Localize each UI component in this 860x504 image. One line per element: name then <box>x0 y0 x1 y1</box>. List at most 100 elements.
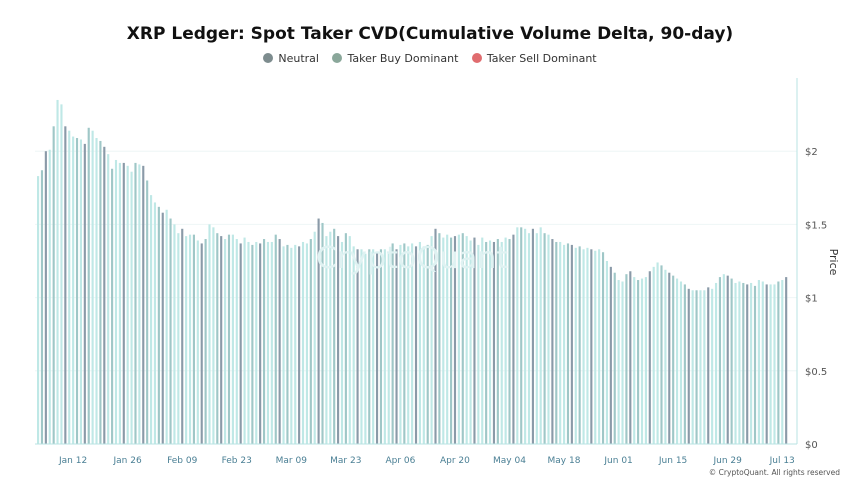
bar[interactable] <box>251 244 254 444</box>
bar[interactable] <box>157 206 160 444</box>
bar[interactable] <box>590 249 593 444</box>
bar[interactable] <box>185 236 188 444</box>
bar[interactable] <box>785 277 788 444</box>
bar[interactable] <box>699 290 702 444</box>
bar[interactable] <box>422 246 425 444</box>
bar[interactable] <box>473 237 476 444</box>
bar[interactable] <box>138 164 141 444</box>
bar[interactable] <box>278 239 281 444</box>
bar[interactable] <box>391 243 394 444</box>
bar[interactable] <box>83 143 86 444</box>
bar[interactable] <box>387 253 390 444</box>
bar[interactable] <box>294 244 297 444</box>
bar[interactable] <box>660 265 663 444</box>
bar[interactable] <box>687 288 690 444</box>
bar[interactable] <box>79 139 82 445</box>
bar[interactable] <box>438 233 441 444</box>
bar[interactable] <box>765 284 768 444</box>
bar[interactable] <box>173 224 176 444</box>
bar[interactable] <box>508 239 511 444</box>
bar[interactable] <box>403 243 406 444</box>
bar[interactable] <box>586 247 589 444</box>
bar[interactable] <box>40 170 44 445</box>
bar[interactable] <box>37 176 40 444</box>
legend-item-taker-sell-dominant[interactable]: Taker Sell Dominant <box>471 52 597 65</box>
bar[interactable] <box>679 281 683 445</box>
bar[interactable] <box>757 280 760 444</box>
bar[interactable] <box>313 231 316 444</box>
bar[interactable] <box>637 280 640 444</box>
bar[interactable] <box>87 127 90 444</box>
bar[interactable] <box>617 280 620 444</box>
bar[interactable] <box>309 239 312 444</box>
bar[interactable] <box>122 162 125 444</box>
bar[interactable] <box>672 275 675 444</box>
bar[interactable] <box>364 253 367 444</box>
bar[interactable] <box>434 228 437 444</box>
bar[interactable] <box>146 180 149 445</box>
bar[interactable] <box>99 140 102 444</box>
bar[interactable] <box>469 240 472 445</box>
bar[interactable] <box>730 278 733 444</box>
bar[interactable] <box>44 151 47 444</box>
bar[interactable] <box>239 243 242 444</box>
bar[interactable] <box>372 249 375 444</box>
bar[interactable] <box>551 239 554 444</box>
bar[interactable] <box>262 239 266 444</box>
bar[interactable] <box>652 266 655 444</box>
bar[interactable] <box>52 126 55 444</box>
bar[interactable] <box>664 269 667 444</box>
bar[interactable] <box>644 277 647 444</box>
bar[interactable] <box>477 244 480 444</box>
bar[interactable] <box>411 243 414 444</box>
bar[interactable] <box>539 227 542 444</box>
bar[interactable] <box>453 236 457 444</box>
bar[interactable] <box>130 171 133 444</box>
bar[interactable] <box>707 287 710 444</box>
bar[interactable] <box>305 243 308 444</box>
bar[interactable] <box>91 130 94 444</box>
bar[interactable] <box>286 244 289 444</box>
bar[interactable] <box>559 241 562 444</box>
bar[interactable] <box>321 222 324 444</box>
bar[interactable] <box>317 218 320 444</box>
bar[interactable] <box>344 233 347 444</box>
bar[interactable] <box>212 227 215 444</box>
bar[interactable] <box>734 282 737 444</box>
bar[interactable] <box>629 271 632 444</box>
bar[interactable] <box>395 249 398 444</box>
bar[interactable] <box>520 227 523 444</box>
bar[interactable] <box>613 272 616 444</box>
bar[interactable] <box>722 274 725 444</box>
bar[interactable] <box>379 249 383 444</box>
bar[interactable] <box>282 246 285 444</box>
legend-item-neutral[interactable]: Neutral <box>263 52 319 65</box>
bar[interactable] <box>430 236 433 444</box>
bar[interactable] <box>161 212 164 444</box>
bar[interactable] <box>563 244 566 444</box>
bar[interactable] <box>348 236 351 444</box>
bar[interactable] <box>777 281 780 445</box>
bar[interactable] <box>625 274 628 444</box>
bar[interactable] <box>298 246 301 444</box>
bar[interactable] <box>126 165 129 444</box>
bar[interactable] <box>695 290 698 444</box>
bar[interactable] <box>714 282 718 444</box>
bar[interactable] <box>488 240 492 445</box>
bar[interactable] <box>516 227 519 444</box>
bar[interactable] <box>465 236 468 444</box>
bar[interactable] <box>609 266 612 444</box>
bar[interactable] <box>383 249 386 444</box>
bar[interactable] <box>111 168 114 444</box>
bar[interactable] <box>426 244 429 444</box>
bar[interactable] <box>72 136 75 444</box>
bar[interactable] <box>118 162 121 444</box>
bar[interactable] <box>301 241 305 444</box>
bar[interactable] <box>457 234 460 444</box>
bar[interactable] <box>492 241 496 444</box>
bar[interactable] <box>601 252 605 444</box>
bar[interactable] <box>547 234 550 444</box>
bar[interactable] <box>114 159 118 445</box>
bar[interactable] <box>726 275 729 444</box>
bar[interactable] <box>668 272 671 444</box>
